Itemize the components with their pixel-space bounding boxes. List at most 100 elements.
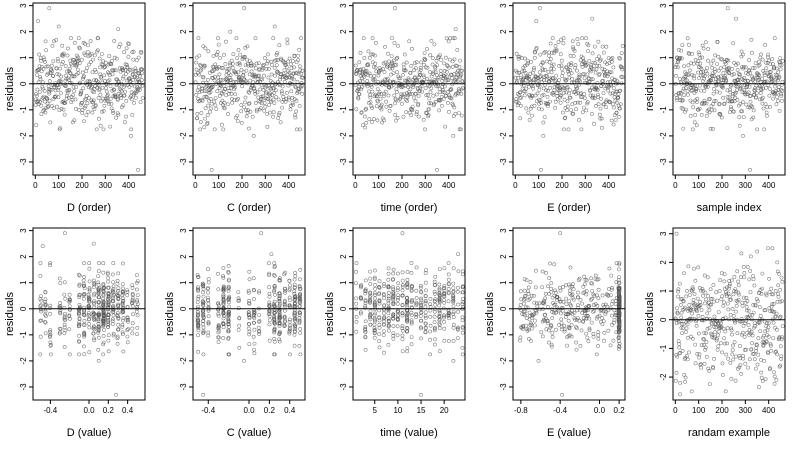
data-point	[400, 337, 405, 342]
data-point	[743, 92, 748, 97]
data-point	[122, 50, 127, 55]
data-point	[229, 91, 234, 96]
data-point	[779, 275, 784, 280]
data-point	[363, 327, 368, 332]
data-point	[74, 64, 79, 69]
data-point	[368, 93, 372, 97]
data-point	[81, 312, 86, 317]
data-point	[523, 309, 528, 314]
data-point	[762, 358, 767, 363]
data-point	[277, 276, 282, 281]
data-point	[105, 272, 110, 276]
data-point	[38, 273, 43, 278]
data-point	[201, 325, 206, 330]
data-point	[589, 77, 594, 82]
data-point	[109, 62, 114, 67]
data-point	[53, 88, 58, 93]
data-point	[292, 343, 297, 348]
data-point	[594, 67, 599, 72]
data-point	[596, 39, 601, 44]
data-point	[435, 77, 440, 82]
data-point	[589, 276, 594, 281]
data-point	[446, 101, 450, 105]
data-point	[264, 97, 269, 101]
data-point	[106, 324, 111, 329]
data-point	[401, 114, 406, 119]
points	[33, 6, 145, 172]
data-point	[247, 101, 252, 106]
data-point	[136, 167, 140, 172]
data-point	[92, 285, 96, 290]
data-point	[527, 118, 532, 122]
data-point	[423, 321, 428, 326]
data-point	[63, 296, 68, 301]
data-point	[251, 287, 256, 292]
data-point	[721, 95, 726, 100]
data-point	[772, 65, 776, 69]
data-point	[542, 317, 546, 322]
data-point	[750, 50, 754, 55]
data-point	[226, 263, 231, 268]
data-point	[293, 313, 298, 318]
y-tick-label: 2	[339, 29, 348, 34]
data-point	[606, 88, 611, 93]
data-point	[297, 64, 302, 69]
data-point	[779, 92, 783, 97]
data-point	[724, 352, 729, 357]
data-point	[256, 325, 261, 330]
data-point	[125, 65, 130, 70]
data-point	[48, 306, 52, 311]
data-point	[736, 297, 741, 302]
data-point	[54, 38, 59, 42]
data-point	[548, 99, 552, 104]
data-point	[553, 302, 558, 307]
data-point	[288, 323, 293, 328]
data-point	[404, 317, 409, 322]
data-point	[561, 110, 565, 115]
data-point	[267, 291, 272, 296]
data-point	[780, 324, 785, 329]
data-point	[137, 87, 142, 92]
data-point	[421, 62, 426, 67]
data-point	[756, 336, 761, 341]
data-point	[437, 287, 442, 292]
data-point	[82, 292, 87, 296]
data-point	[77, 352, 82, 357]
data-point	[226, 311, 231, 316]
data-point	[362, 114, 367, 119]
data-point	[75, 53, 79, 58]
data-point	[590, 281, 595, 286]
data-point	[612, 105, 616, 110]
data-point	[195, 316, 200, 320]
data-point	[125, 340, 130, 345]
data-point	[269, 62, 274, 67]
data-point	[620, 75, 625, 80]
data-point	[400, 293, 405, 298]
data-point	[565, 104, 570, 109]
data-point	[416, 103, 421, 108]
data-point	[216, 330, 221, 335]
data-point	[209, 167, 214, 172]
data-point	[729, 98, 734, 103]
data-point	[592, 82, 597, 87]
data-point	[545, 321, 550, 326]
data-point	[540, 285, 545, 290]
data-point	[122, 93, 127, 98]
data-point	[56, 85, 61, 90]
data-point	[587, 326, 592, 331]
data-point	[123, 120, 127, 125]
data-point	[414, 303, 419, 308]
data-point	[690, 88, 694, 93]
data-point	[700, 314, 705, 319]
y-tick-label: -2	[659, 132, 668, 140]
data-point	[437, 108, 442, 113]
data-point	[432, 326, 437, 331]
data-point	[244, 114, 249, 119]
data-point	[601, 79, 606, 83]
data-point	[353, 63, 358, 68]
data-point	[585, 72, 590, 77]
data-point	[196, 304, 201, 309]
data-point	[116, 288, 120, 293]
data-point	[727, 71, 732, 76]
data-point	[438, 69, 443, 73]
